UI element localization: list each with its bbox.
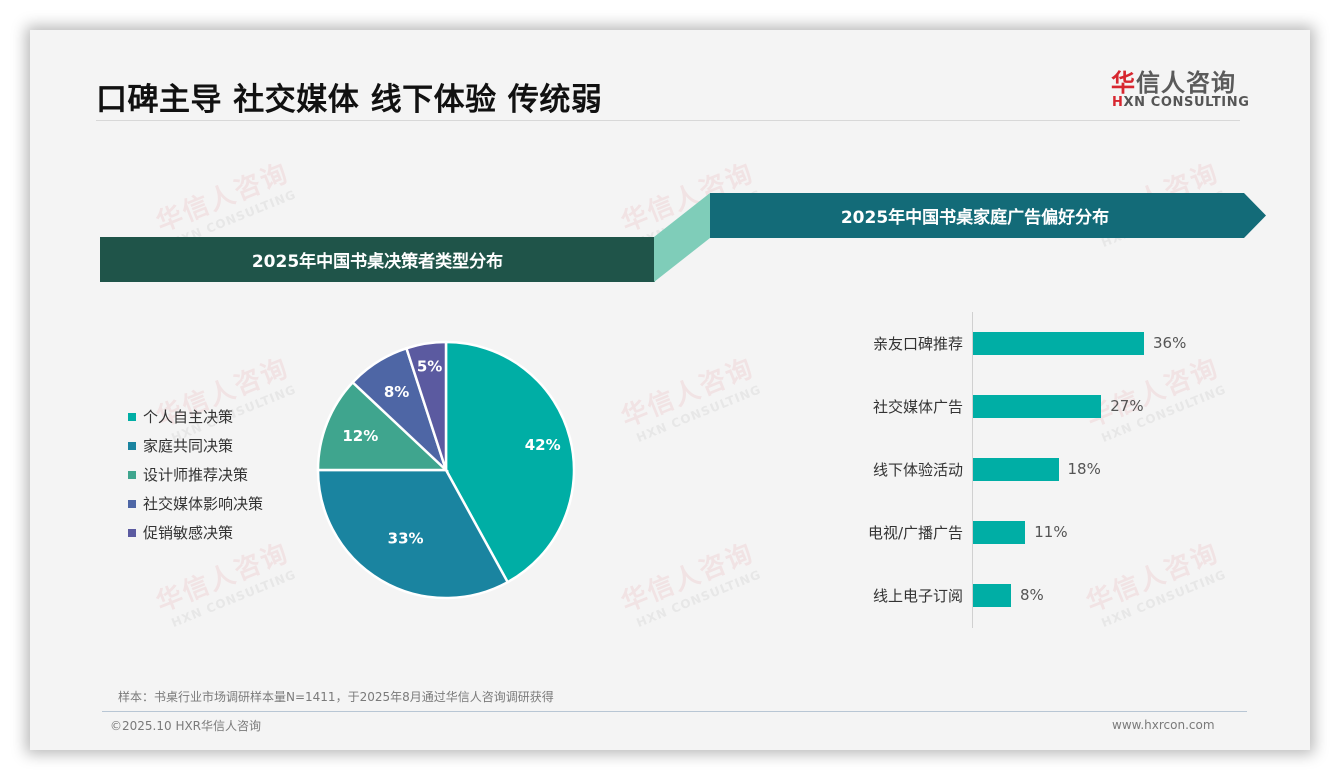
- copyright: ©2025.10 HXR华信人咨询: [110, 719, 262, 733]
- pie-section-banner: 2025年中国书桌决策者类型分布: [100, 237, 655, 282]
- pie-slice-label: 8%: [384, 383, 409, 401]
- legend-swatch-icon: [128, 412, 136, 421]
- pie-slice: [444, 340, 576, 584]
- legend-label: 设计师推荐决策: [143, 466, 249, 484]
- brand-logo-en: HXN CONSULTING: [1112, 95, 1250, 110]
- legend-label: 个人自主决策: [143, 408, 234, 426]
- logo-name: 信人咨询: [1136, 69, 1236, 97]
- legend-item: 促销敏感决策: [128, 518, 263, 547]
- bar-category-label: 线下体验活动: [872, 461, 963, 479]
- footer-divider: [102, 711, 1247, 712]
- legend-item: 社交媒体影响决策: [128, 489, 263, 518]
- website-link[interactable]: www.hxrcon.com: [1112, 718, 1215, 732]
- logo-en-mark: H: [1112, 95, 1124, 110]
- logo-mark: 华: [1111, 69, 1136, 97]
- pie-slice-label: 42%: [525, 436, 561, 454]
- legend-item: 家庭共同决策: [128, 431, 263, 460]
- legend-label: 家庭共同决策: [143, 437, 234, 455]
- bar-value-label: 27%: [1110, 397, 1144, 415]
- legend-swatch-icon: [128, 470, 136, 479]
- pie-slice: [404, 340, 448, 471]
- pie-slice: [316, 380, 450, 472]
- bar-value-label: 8%: [1020, 586, 1044, 604]
- bar-category-label: 社交媒体广告: [872, 398, 963, 416]
- legend-item: 设计师推荐决策: [128, 460, 263, 489]
- sample-note: 样本：书桌行业市场调研样本量N=1411，于2025年8月通过华信人咨询调研获得: [118, 690, 554, 704]
- pie-slice-label: 12%: [342, 427, 378, 445]
- bar-category-label: 电视/广播广告: [867, 524, 963, 542]
- banner-connector-shape: [654, 193, 710, 282]
- bar-category-label: 线上电子订阅: [872, 587, 963, 605]
- bar: [973, 584, 1011, 607]
- logo-en-text: XN CONSULTING: [1123, 95, 1250, 110]
- bar-value-label: 11%: [1034, 523, 1068, 541]
- bar-section-banner: 2025年中国书桌家庭广告偏好分布: [840, 208, 1110, 228]
- legend-item: 个人自主决策: [128, 402, 263, 431]
- legend-swatch-icon: [128, 441, 136, 450]
- pie-slice: [316, 468, 510, 600]
- legend-label: 社交媒体影响决策: [143, 495, 264, 513]
- bar: [973, 521, 1026, 544]
- bar: [973, 395, 1102, 418]
- page-title: 口碑主导 社交媒体 线下体验 传统弱: [96, 82, 603, 118]
- pie-chart: 42% 33% 12% 8% 5%: [316, 340, 576, 600]
- pie-slice-label: 33%: [388, 529, 424, 547]
- legend-label: 促销敏感决策: [143, 524, 234, 542]
- bar: [973, 458, 1059, 481]
- bar-category-label: 亲友口碑推荐: [872, 335, 963, 353]
- bar-value-label: 36%: [1153, 334, 1187, 352]
- legend-swatch-icon: [128, 499, 136, 508]
- bar-chart: 亲友口碑推荐 36% 社交媒体广告 27% 线下体验活动 18% 电视/广播广告 11% 线上电…: [820, 312, 1240, 632]
- bar-value-label: 18%: [1067, 460, 1101, 478]
- legend-swatch-icon: [128, 528, 136, 537]
- bar: [973, 332, 1144, 355]
- brand-logo: 华信人咨询: [1111, 63, 1236, 98]
- pie-legend: 个人自主决策 家庭共同决策 设计师推荐决策 社交媒体影响决策 促销敏感决策: [128, 402, 263, 547]
- bar-section-banner-shape: [710, 193, 1266, 238]
- bar-axis: [972, 312, 973, 628]
- title-divider: [96, 120, 1240, 121]
- pie-slice-label: 5%: [417, 357, 442, 375]
